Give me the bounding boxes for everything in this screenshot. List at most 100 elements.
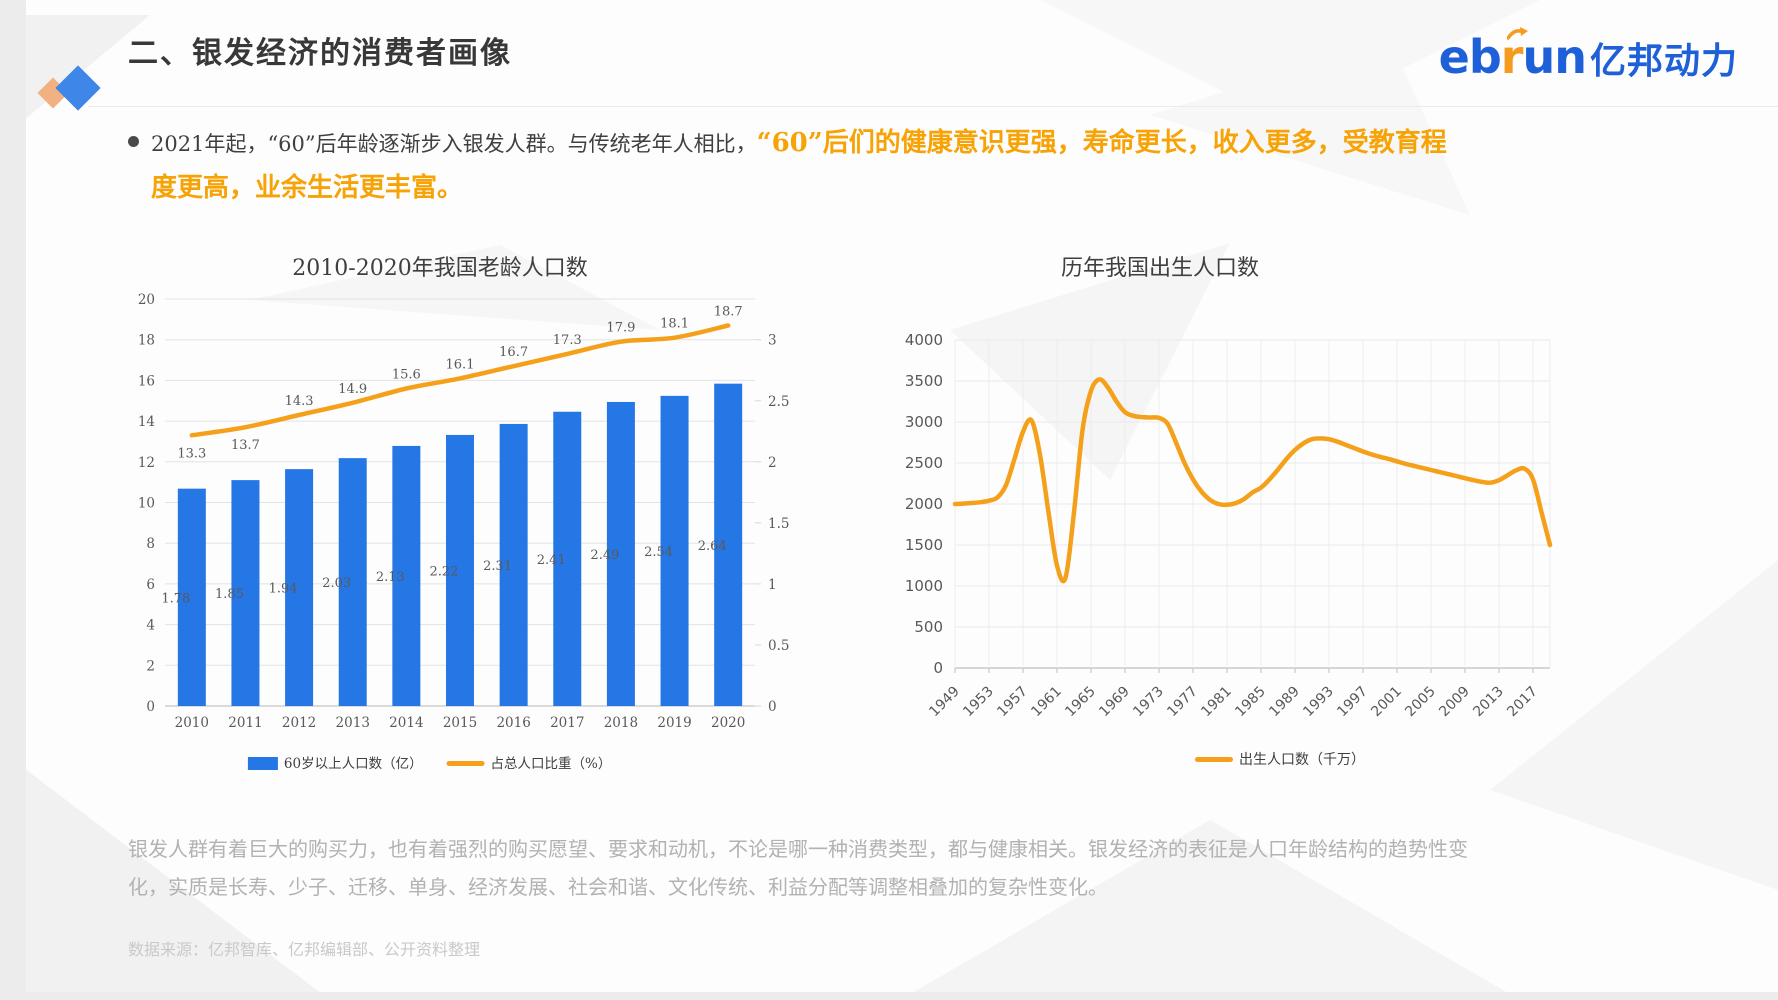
birth-line bbox=[952, 377, 1553, 584]
svg-text:2017: 2017 bbox=[550, 715, 584, 731]
svg-text:16.7: 16.7 bbox=[499, 345, 528, 360]
chart-title: 2010-2020年我国老龄人口数 bbox=[292, 256, 587, 281]
ebrun-logo: eb r un 亿邦动力 bbox=[1438, 27, 1738, 84]
decor-shape bbox=[950, 243, 1230, 480]
decor-shape bbox=[900, 820, 1520, 1000]
svg-text:13.7: 13.7 bbox=[231, 438, 260, 453]
chart-title: 历年我国出生人口数 bbox=[1061, 256, 1259, 281]
gridlines bbox=[954, 339, 1551, 669]
y-axis-labels: 0 2 4 6 8 10 12 14 16 18 20 bbox=[138, 292, 155, 715]
legend-swatch bbox=[446, 761, 485, 766]
bar bbox=[392, 445, 421, 706]
svg-text:1.94: 1.94 bbox=[269, 582, 298, 597]
svg-text:1989: 1989 bbox=[1266, 684, 1303, 721]
svg-text:17.3: 17.3 bbox=[553, 333, 582, 348]
svg-text:1949: 1949 bbox=[926, 684, 963, 721]
bar bbox=[660, 395, 689, 706]
svg-text:14.9: 14.9 bbox=[338, 382, 367, 397]
decor-shape bbox=[1490, 560, 1778, 890]
bar-value-labels: 1.78 1.85 1.94 2.03 2.13 2.22 2.31 2.41 2.49 2.54… bbox=[161, 539, 726, 607]
svg-text:3: 3 bbox=[768, 333, 777, 349]
svg-text:1985: 1985 bbox=[1232, 684, 1269, 721]
decor-shape bbox=[250, 245, 660, 330]
bar bbox=[338, 458, 367, 706]
slide-edge-left bbox=[0, 0, 26, 1000]
svg-text:2015: 2015 bbox=[443, 715, 477, 731]
legend-swatch bbox=[1195, 757, 1233, 762]
svg-text:2020: 2020 bbox=[711, 715, 745, 731]
svg-text:16: 16 bbox=[138, 373, 155, 389]
svg-text:1000: 1000 bbox=[905, 577, 943, 595]
svg-text:2013: 2013 bbox=[1470, 684, 1507, 721]
decor-shape bbox=[1040, 0, 1540, 125]
key-point-text: 2021年起，“60”后年龄逐渐步入银发人群。与传统老年人相比，“60”后们的健… bbox=[151, 122, 1458, 212]
x-axis-labels: 1949195319571961196519691973197719811985… bbox=[926, 668, 1541, 720]
svg-text:1953: 1953 bbox=[960, 684, 997, 721]
svg-text:1997: 1997 bbox=[1334, 684, 1371, 721]
svg-text:2500: 2500 bbox=[905, 454, 943, 472]
svg-text:2.03: 2.03 bbox=[322, 576, 351, 591]
legend-label: 占总人口比重（%） bbox=[491, 756, 612, 772]
svg-text:15.6: 15.6 bbox=[392, 368, 421, 383]
svg-text:6: 6 bbox=[146, 577, 155, 593]
svg-text:2013: 2013 bbox=[336, 715, 370, 731]
svg-text:1.5: 1.5 bbox=[768, 516, 789, 532]
svg-text:2005: 2005 bbox=[1402, 684, 1439, 721]
svg-text:10: 10 bbox=[138, 496, 155, 512]
svg-text:12: 12 bbox=[138, 455, 155, 471]
svg-text:2010: 2010 bbox=[175, 715, 209, 731]
svg-text:4: 4 bbox=[146, 618, 155, 634]
svg-text:1981: 1981 bbox=[1198, 684, 1235, 721]
page-title: 二、银发经济的消费者画像 bbox=[128, 36, 512, 71]
logo-text-eb: eb bbox=[1438, 30, 1502, 84]
svg-text:20: 20 bbox=[138, 292, 155, 308]
svg-text:2011: 2011 bbox=[228, 715, 262, 731]
svg-text:1965: 1965 bbox=[1062, 684, 1099, 721]
y-axis-labels: 0 500 1000 1500 2000 2500 3000 3500 4000 bbox=[905, 331, 943, 677]
bar bbox=[499, 423, 528, 706]
legend-label: 出生人口数（千万） bbox=[1239, 752, 1365, 768]
svg-text:1957: 1957 bbox=[994, 684, 1031, 721]
svg-text:1993: 1993 bbox=[1300, 684, 1337, 721]
svg-text:2.64: 2.64 bbox=[698, 539, 727, 554]
key-point: 2021年起，“60”后年龄逐渐步入银发人群。与传统老年人相比，“60”后们的健… bbox=[128, 122, 1458, 212]
key-point-normal: 2021年起，“60”后年龄逐渐步入银发人群。与传统老年人相比， bbox=[151, 132, 757, 156]
line-value-labels: 13.3 13.7 14.3 14.9 15.6 16.1 16.7 17.3 17.9 18.1… bbox=[177, 304, 742, 461]
x-axis-labels: 2010 2011 2012 2013 2014 2015 2016 2017 2018 2019… bbox=[175, 715, 746, 731]
slide-edge-bottom bbox=[0, 992, 1778, 1000]
svg-text:17.9: 17.9 bbox=[606, 321, 635, 336]
legend-label: 60岁以上人口数（亿） bbox=[284, 756, 423, 772]
svg-text:2009: 2009 bbox=[1436, 684, 1473, 721]
svg-text:1.85: 1.85 bbox=[215, 587, 244, 602]
bar-series bbox=[177, 383, 743, 706]
svg-text:4000: 4000 bbox=[905, 331, 943, 349]
decor-shape bbox=[0, 750, 330, 1000]
svg-text:2019: 2019 bbox=[657, 715, 691, 731]
bar bbox=[714, 383, 743, 706]
svg-text:14: 14 bbox=[138, 414, 155, 430]
svg-text:2018: 2018 bbox=[604, 715, 638, 731]
svg-text:3500: 3500 bbox=[905, 372, 943, 390]
elderly-population-chart: 2010-2020年我国老龄人口数 0 2 4 6 8 10 12 14 16 18 20 0 0.5 1 1… bbox=[138, 256, 790, 772]
svg-text:1973: 1973 bbox=[1130, 684, 1167, 721]
svg-text:0: 0 bbox=[768, 699, 777, 715]
svg-text:16.1: 16.1 bbox=[446, 357, 475, 372]
svg-text:0: 0 bbox=[146, 699, 155, 715]
ratio-trend-line bbox=[189, 323, 731, 438]
svg-text:500: 500 bbox=[914, 618, 943, 636]
bullet-dot-icon bbox=[128, 136, 139, 147]
bar bbox=[285, 469, 314, 706]
svg-text:2.54: 2.54 bbox=[644, 545, 673, 560]
svg-text:2.41: 2.41 bbox=[537, 553, 566, 568]
svg-text:2017: 2017 bbox=[1504, 684, 1541, 721]
svg-text:13.3: 13.3 bbox=[177, 446, 206, 461]
bar bbox=[606, 401, 635, 706]
svg-text:8: 8 bbox=[146, 536, 155, 552]
svg-text:1500: 1500 bbox=[905, 536, 943, 554]
svg-text:2.22: 2.22 bbox=[430, 564, 459, 579]
logo-text-r: r bbox=[1501, 27, 1528, 84]
svg-text:1: 1 bbox=[768, 577, 777, 593]
legend: 出生人口数（千万） bbox=[1195, 752, 1365, 768]
